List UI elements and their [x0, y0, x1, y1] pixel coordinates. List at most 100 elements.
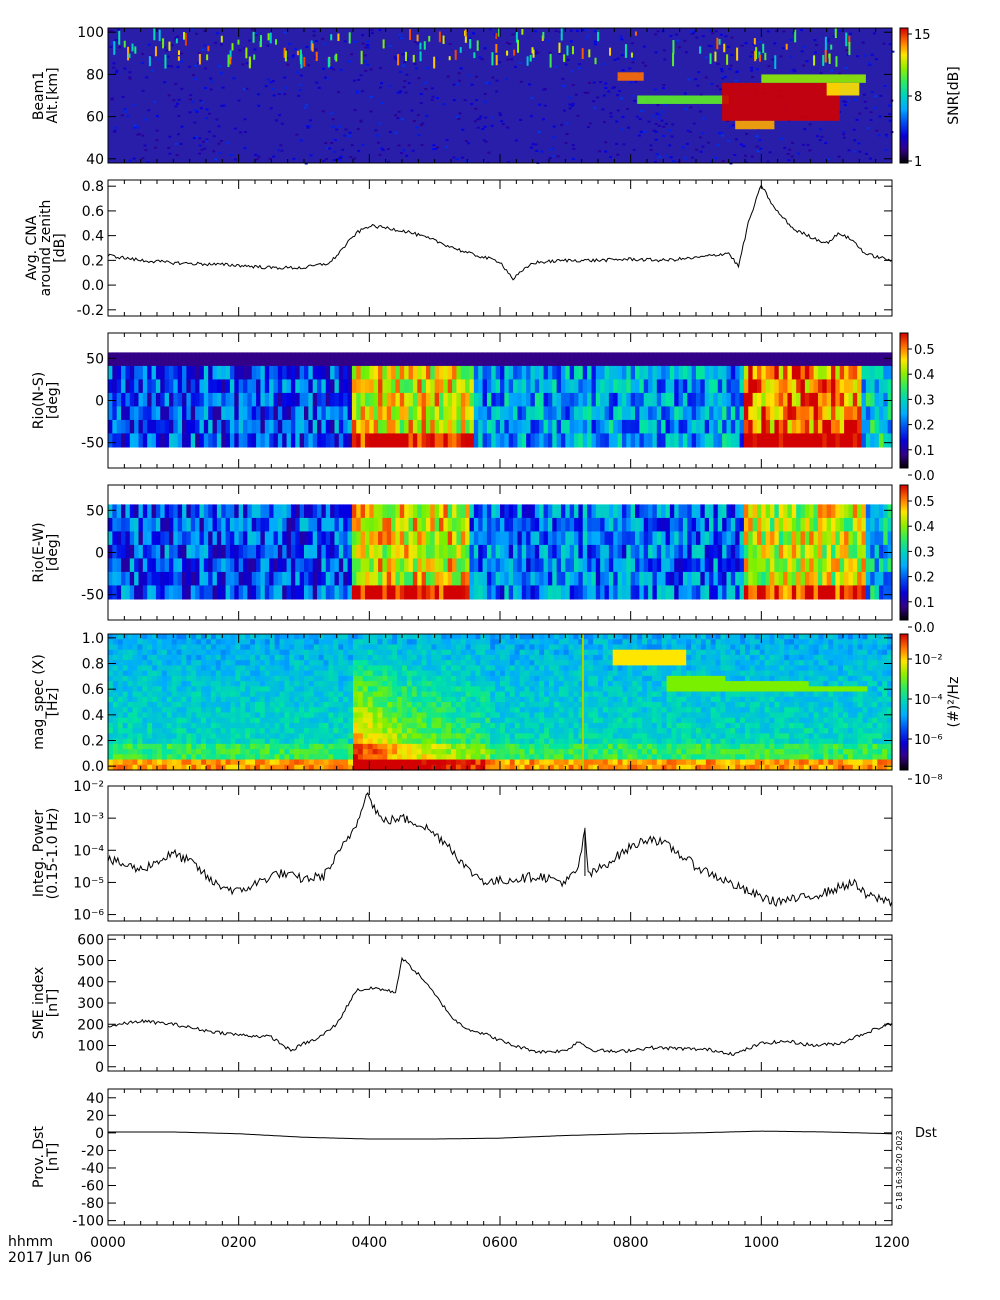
panel-4-cell	[216, 517, 222, 533]
panel-5-cell	[181, 764, 187, 771]
panel-4-cell	[269, 571, 275, 587]
panel-5-cell	[112, 743, 119, 750]
panel-3-cell	[168, 406, 174, 421]
panel-4-cell	[526, 571, 532, 587]
panel-5-cell	[210, 707, 217, 714]
panel-5-cell	[122, 702, 129, 708]
panel-4-cell	[321, 517, 327, 533]
panel-3-cell	[473, 379, 479, 394]
panel-5-cell	[152, 749, 158, 755]
panel-5-cell	[127, 686, 134, 693]
panel-4-cell	[312, 571, 318, 587]
panel-3-cell	[691, 352, 697, 367]
panel-5-cell	[117, 712, 124, 719]
panel-3-cell	[216, 352, 222, 367]
panel-4-cell	[878, 558, 884, 573]
panel-3-cell	[434, 406, 440, 421]
panel-5-cell	[181, 717, 187, 724]
panel-4-cell	[826, 531, 832, 546]
panel-1-noise	[464, 29, 467, 37]
panel-5-cell	[171, 717, 178, 724]
panel-3-cell	[547, 406, 553, 421]
panel-3-cell	[412, 352, 418, 367]
panel-3-cell	[874, 392, 880, 408]
panel-4-cell	[783, 517, 789, 533]
panel-5-cell	[112, 634, 119, 640]
panel-4-cell	[399, 531, 405, 546]
panel-3-cell	[578, 379, 584, 394]
panel-5-cell	[161, 749, 168, 755]
panel-4-cell	[730, 544, 736, 560]
panel-4-cell	[865, 544, 871, 560]
panel-5-cell	[161, 660, 168, 666]
panel-1-noise	[856, 55, 860, 58]
panel-3-cell	[356, 392, 362, 408]
panel-1-noise	[695, 36, 699, 39]
panel-1-noise	[718, 39, 721, 45]
panel-5-cell	[210, 749, 217, 755]
panel-5-cell	[112, 728, 119, 734]
panel-1-noise	[421, 122, 425, 125]
panel-5-cell	[255, 639, 261, 646]
panel-3-cell	[796, 392, 802, 408]
panel-3-cell	[321, 379, 327, 394]
panel-4-cell	[269, 585, 275, 600]
panel-1-noise	[382, 39, 385, 49]
panel-4-cell	[704, 558, 710, 573]
panel-3-cell	[796, 352, 802, 367]
panel-1-noise	[413, 41, 417, 44]
panel-4-cell	[439, 504, 444, 519]
panel-5-cell	[191, 681, 197, 687]
panel-1-noise	[563, 54, 566, 62]
panel-4-cell	[665, 517, 671, 533]
panel-4-cell	[574, 558, 579, 573]
panel-4-cell	[347, 531, 353, 546]
panel-1-noise	[753, 38, 756, 45]
panel-4-cell	[569, 517, 575, 533]
panel-1-noise	[593, 43, 597, 46]
panel-3-cell	[608, 365, 614, 381]
panel-5-cell	[196, 665, 202, 672]
panel-4-cell	[312, 504, 318, 519]
panel-5-cell	[112, 717, 119, 724]
panel-4-cell	[565, 544, 571, 560]
panel-3-cell	[195, 352, 201, 367]
panel-1-noise	[791, 141, 795, 144]
panel-5-cell	[157, 749, 163, 755]
panel-1-noise	[594, 57, 597, 65]
panel-5-cell	[264, 707, 271, 714]
panel-1-noise	[398, 91, 402, 94]
panel-1-noise	[162, 38, 165, 49]
panel-4-cell	[783, 571, 789, 587]
panel-3-cell	[304, 433, 309, 448]
panel-1-noise	[293, 48, 297, 51]
panel-4-cell	[713, 517, 719, 533]
panel-4-cell	[221, 531, 227, 546]
panel-5-cell	[112, 665, 119, 672]
panel-4-cell	[870, 544, 876, 560]
panel-3-cell	[817, 352, 823, 367]
panel-3-cell	[269, 379, 275, 394]
panel-4-cell	[412, 544, 418, 560]
panel-3-cell	[565, 365, 571, 381]
panel-3-cell	[478, 433, 484, 448]
panel-1-noise	[783, 146, 787, 149]
panel-4-cell	[421, 531, 427, 546]
panel-3-cell	[652, 419, 658, 435]
panel-1-noise	[288, 43, 292, 46]
panel-4-cell	[360, 571, 366, 587]
panel-5-cell	[108, 681, 114, 687]
panel-4-cell	[822, 558, 828, 573]
panel-5-cell	[186, 733, 192, 740]
panel-5-cell	[250, 738, 256, 745]
panel-1-noise	[379, 82, 383, 85]
panel-5-cell	[181, 696, 187, 703]
panel-3-cell	[595, 379, 601, 394]
panel-4-cell	[456, 544, 462, 560]
panel-1-noise	[343, 40, 347, 43]
panel-1-noise	[638, 117, 642, 120]
panel-4-cell	[425, 504, 431, 519]
panel-1-noise	[123, 107, 127, 110]
panel-1-noise	[709, 53, 712, 64]
panel-1-noise	[445, 138, 449, 141]
